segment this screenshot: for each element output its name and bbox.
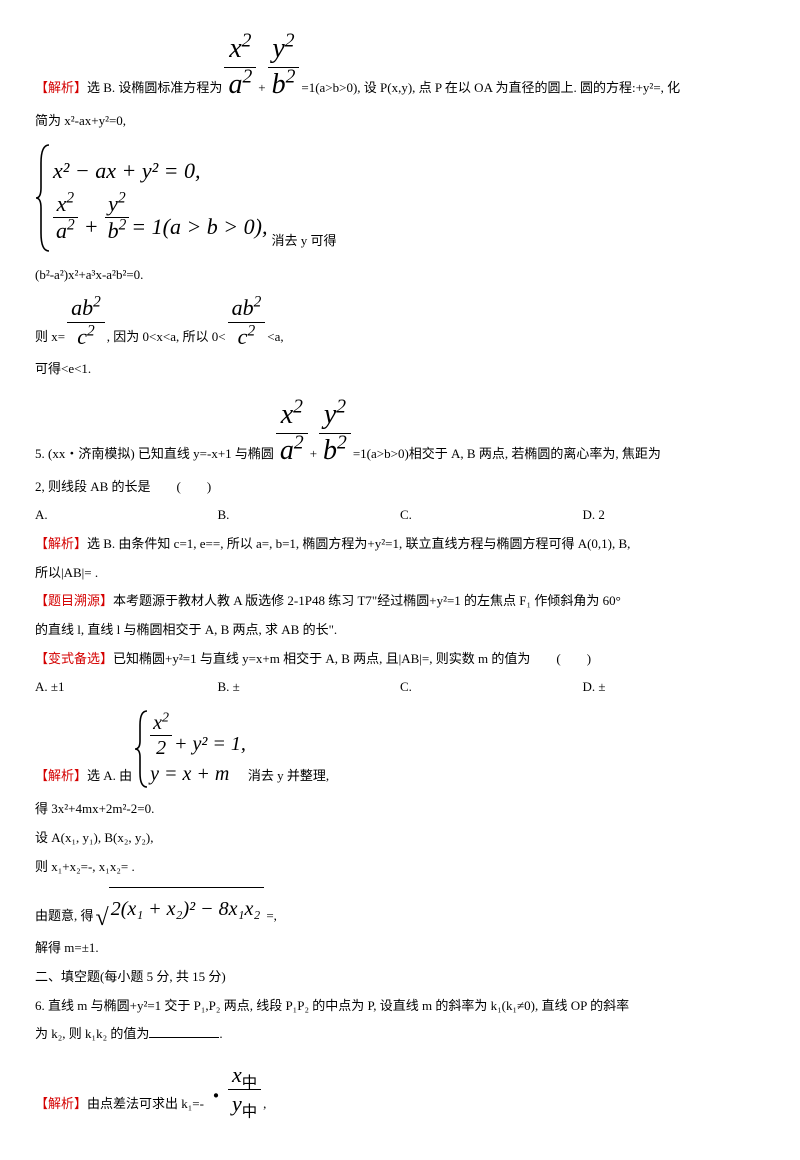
section-2: 二、填空题(每小题 5 分, 共 15 分) <box>35 965 765 990</box>
q6-analysis: 【解析】由点差法可求出 k₁=- ・ x中 y中 , <box>35 1063 266 1116</box>
blank-fill <box>149 1024 219 1038</box>
var-l1: 得 3x²+4mx+2m²-2=0. <box>35 797 765 822</box>
variant-options: A. ±1 B. ± C. D. ± <box>35 675 765 700</box>
variant: 【变式备选】已知椭圆+y²=1 与直线 y=x+m 相交于 A, B 两点, 且… <box>35 647 765 672</box>
source-line2: 的直线 l, 直线 l 与椭圆相交于 A, B 两点, 求 AB 的长". <box>35 618 765 643</box>
q5-analysis: 【解析】选 B. 由条件知 c=1, e==, 所以 a=, b=1, 椭圆方程… <box>35 532 765 557</box>
e-range: 可得<e<1. <box>35 357 765 382</box>
system2-row1: x2 2 + y² = 1, <box>150 712 246 759</box>
variant-analysis: 【解析】选 A. 由 x2 2 + y² = 1, y = x + m 消去 y… <box>35 708 329 789</box>
opt-d: D. ± <box>583 675 766 700</box>
fraction-x2-a2: x2 a2 <box>224 34 256 101</box>
opt-b: B. <box>218 503 401 528</box>
system1-row1: x² − ax + y² = 0, <box>53 154 267 187</box>
q5-analysis-line2: 所以|AB|= . <box>35 561 765 586</box>
opt-d: D. 2 <box>583 503 766 528</box>
analysis-1-tail: =1(a>b>0), 设 P(x,y), 点 P 在以 OA 为直径的圆上. 圆… <box>301 76 680 101</box>
brace-icon <box>134 709 150 789</box>
brace-icon <box>35 143 53 253</box>
system2-row2: y = x + m <box>150 763 229 785</box>
var-l5: 解得 m=±1. <box>35 936 765 961</box>
fraction-xmid-ymid: x中 y中 <box>228 1063 261 1116</box>
question-5-options: A. B. C. D. 2 <box>35 503 765 528</box>
var-l4: 由题意, 得 √ 2(x₁ + x₂)² − 8x₁x₂ =, <box>35 887 277 928</box>
analysis-1-line2: 简为 x²-ax+y²=0, <box>35 109 765 134</box>
fraction-ab2-c2-2: ab2 c2 <box>228 296 266 349</box>
analysis-1: 【解析】选 B. 设椭圆标准方程为 x2 a2 + y2 b2 =1(a>b>0… <box>35 34 680 101</box>
fraction-x2-a2-q5: x2 a2 <box>276 400 308 467</box>
x-equals: 则 x= ab2 c2 , 因为 0<x<a, 所以 0< ab2 c2 <a, <box>35 296 284 349</box>
fraction-y2-b2: y2 b2 <box>268 34 300 101</box>
after-system1: (b²-a²)x²+a³x-a²b²=0. <box>35 263 765 288</box>
question-6-l2: 为 k₂, 则 k₁k₂ 的值为. <box>35 1022 765 1047</box>
fraction-ab2-c2-1: ab2 c2 <box>67 296 105 349</box>
system1-row2: x2a2 + y2b2 = 1(a > b > 0), <box>53 192 267 243</box>
analysis-label: 【解析】 <box>35 80 87 95</box>
question-5-line2: 2, 则线段 AB 的长是 ( ) <box>35 475 765 500</box>
sqrt-expression: √ 2(x₁ + x₂)² − 8x₁x₂ <box>96 887 265 928</box>
fraction-y2-b2-q5: y2 b2 <box>319 400 351 467</box>
question-5: 5. (xx・济南模拟) 已知直线 y=-x+1 与椭圆 x2 a2 + y2 … <box>35 400 661 467</box>
opt-c: C. <box>400 503 583 528</box>
opt-a: A. <box>35 503 218 528</box>
system1-tail: 消去 y 可得 <box>271 229 336 254</box>
analysis-1-text: 选 B. 设椭圆标准方程为 <box>87 80 222 95</box>
opt-a: A. ±1 <box>35 675 218 700</box>
system-equation-1: x² − ax + y² = 0, x2a2 + y2b2 = 1(a > b … <box>35 143 765 253</box>
opt-b: B. ± <box>218 675 401 700</box>
question-6-l1: 6. 直线 m 与椭圆+y²=1 交于 P₁,P₂ 两点, 线段 P₁P₂ 的中… <box>35 994 765 1019</box>
source: 【题目溯源】本考题源于教材人教 A 版选修 2-1P48 练习 T7"经过椭圆+… <box>35 589 765 614</box>
opt-c: C. <box>400 675 583 700</box>
var-l3: 则 x₁+x₂=-, x₁x₂= . <box>35 855 765 880</box>
var-l2: 设 A(x₁, y₁), B(x₂, y₂), <box>35 826 765 851</box>
